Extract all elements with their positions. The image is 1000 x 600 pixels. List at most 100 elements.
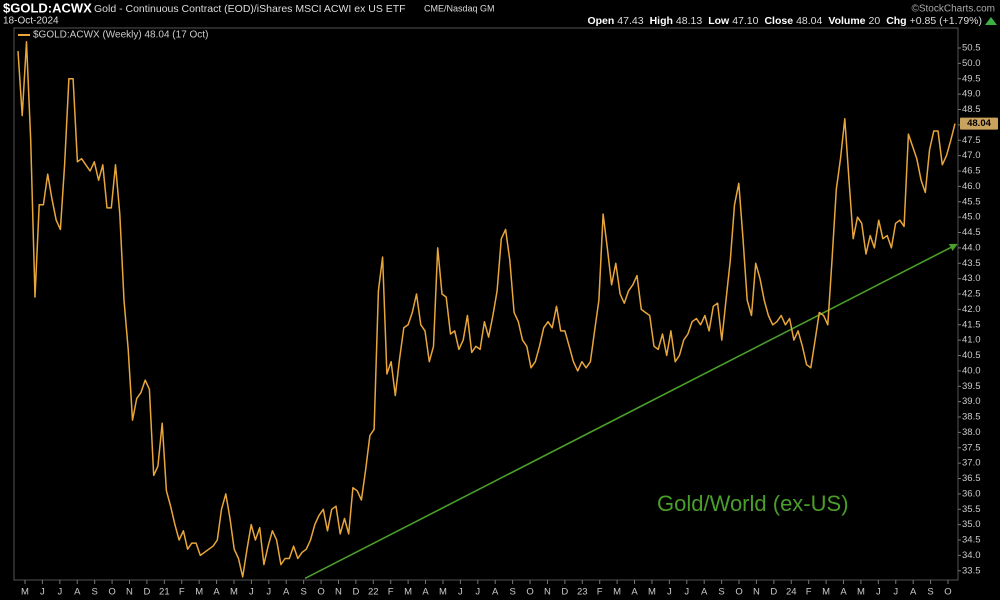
x-tick-label: M [21,587,29,598]
x-tick-label: F [597,587,603,598]
x-tick-label: A [492,587,499,598]
quote-label: Close [764,15,793,27]
x-tick-label: D [143,587,150,598]
x-tick-label: J [266,587,271,598]
last-value-label: 48.04 [967,118,991,129]
y-tick-label: 35.0 [962,519,981,530]
x-tick-label: N [126,587,133,598]
y-tick-label: 42.5 [962,289,981,300]
y-tick-label: 36.0 [962,488,981,499]
y-tick-label: 37.5 [962,442,981,453]
y-tick-label: 41.5 [962,319,981,330]
x-tick-label: J [684,587,689,598]
exchange: CME/Nasdaq GM [424,3,495,13]
x-tick-label: 22 [368,587,379,598]
y-tick-label: 35.5 [962,504,981,515]
quote-value: +0.85 (+1.79%) [910,15,982,27]
y-tick-label: 39.0 [962,396,981,407]
legend-label: $GOLD:ACWX (Weekly) 48.04 (17 Oct) [33,30,208,41]
x-tick-label: J [249,587,254,598]
x-tick-label: A [74,587,81,598]
x-tick-label: F [388,587,394,598]
x-tick-label: D [352,587,359,598]
x-tick-label: F [806,587,812,598]
x-tick-label: S [927,587,933,598]
y-tick-label: 40.5 [962,350,981,361]
x-tick-label: 24 [786,587,797,598]
x-tick-label: A [631,587,638,598]
y-tick-label: 39.5 [962,381,981,392]
x-tick-label: M [857,587,865,598]
x-tick-label: M [439,587,447,598]
quote-label: Chg [886,15,906,27]
y-tick-label: 47.5 [962,135,981,146]
quote-value: 47.10 [732,15,758,27]
y-tick-label: 36.5 [962,473,981,484]
x-tick-label: M [404,587,412,598]
y-tick-label: 46.5 [962,166,981,177]
y-tick-label: 44.0 [962,242,981,253]
y-tick-label: 41.0 [962,335,981,346]
x-tick-label: A [422,587,429,598]
x-tick-label: A [213,587,220,598]
x-tick-label: 21 [159,587,170,598]
last-value-box [960,117,998,130]
x-tick-label: S [91,587,97,598]
x-tick-label: 23 [577,587,588,598]
y-tick-label: 44.5 [962,227,981,238]
quote-label: Volume [828,15,865,27]
quote-value: 47.43 [617,15,643,27]
x-tick-label: O [108,587,115,598]
trendline [304,243,958,580]
y-tick-label: 34.5 [962,535,981,546]
quote-value: 20 [869,15,881,27]
x-tick-label: J [667,587,672,598]
description: Gold - Continuous Contract (EOD)/iShares… [94,3,406,15]
x-tick-label: O [944,587,951,598]
quote-label: Open [587,15,614,27]
x-tick-label: S [300,587,306,598]
x-tick-label: N [335,587,342,598]
x-tick-label: O [317,587,324,598]
x-tick-label: N [753,587,760,598]
y-tick-label: 43.0 [962,273,981,284]
quote-label: Low [708,15,730,27]
y-tick-label: 50.0 [962,58,981,69]
copyright: ©StockCharts.com [911,4,995,15]
y-tick-label: 46.0 [962,181,981,192]
symbol: $GOLD:ACWX [3,0,92,15]
x-tick-label: A [840,587,847,598]
x-tick-label: J [475,587,480,598]
price-line [17,41,956,578]
x-tick-label: M [822,587,830,598]
annotation: Gold/World (ex-US) [657,491,849,516]
x-tick-label: J [893,587,898,598]
x-tick-label: A [283,587,290,598]
x-tick-label: M [230,587,238,598]
quote-value: 48.04 [796,15,822,27]
y-tick-label: 45.5 [962,196,981,207]
x-tick-label: M [195,587,203,598]
y-tick-label: 48.5 [962,104,981,115]
x-tick-label: N [544,587,551,598]
y-tick-label: 38.5 [962,412,981,423]
x-tick-label: D [770,587,777,598]
y-tick-label: 49.5 [962,73,981,84]
y-tick-label: 49.0 [962,89,981,100]
y-tick-label: 34.0 [962,550,981,561]
y-tick-label: 37.0 [962,458,981,469]
x-tick-label: A [701,587,708,598]
x-tick-label: J [458,587,463,598]
quote: Open 47.43 High 48.13 Low 47.10 Close 48.04 Volu… [587,15,982,27]
y-tick-label: 47.0 [962,150,981,161]
y-tick-label: 38.0 [962,427,981,438]
y-tick-label: 33.5 [962,565,981,576]
plot-frame [13,27,959,581]
x-tick-label: F [179,587,185,598]
x-tick-label: J [57,587,62,598]
x-tick-label: O [526,587,533,598]
x-tick-label: J [40,587,45,598]
x-tick-label: M [613,587,621,598]
